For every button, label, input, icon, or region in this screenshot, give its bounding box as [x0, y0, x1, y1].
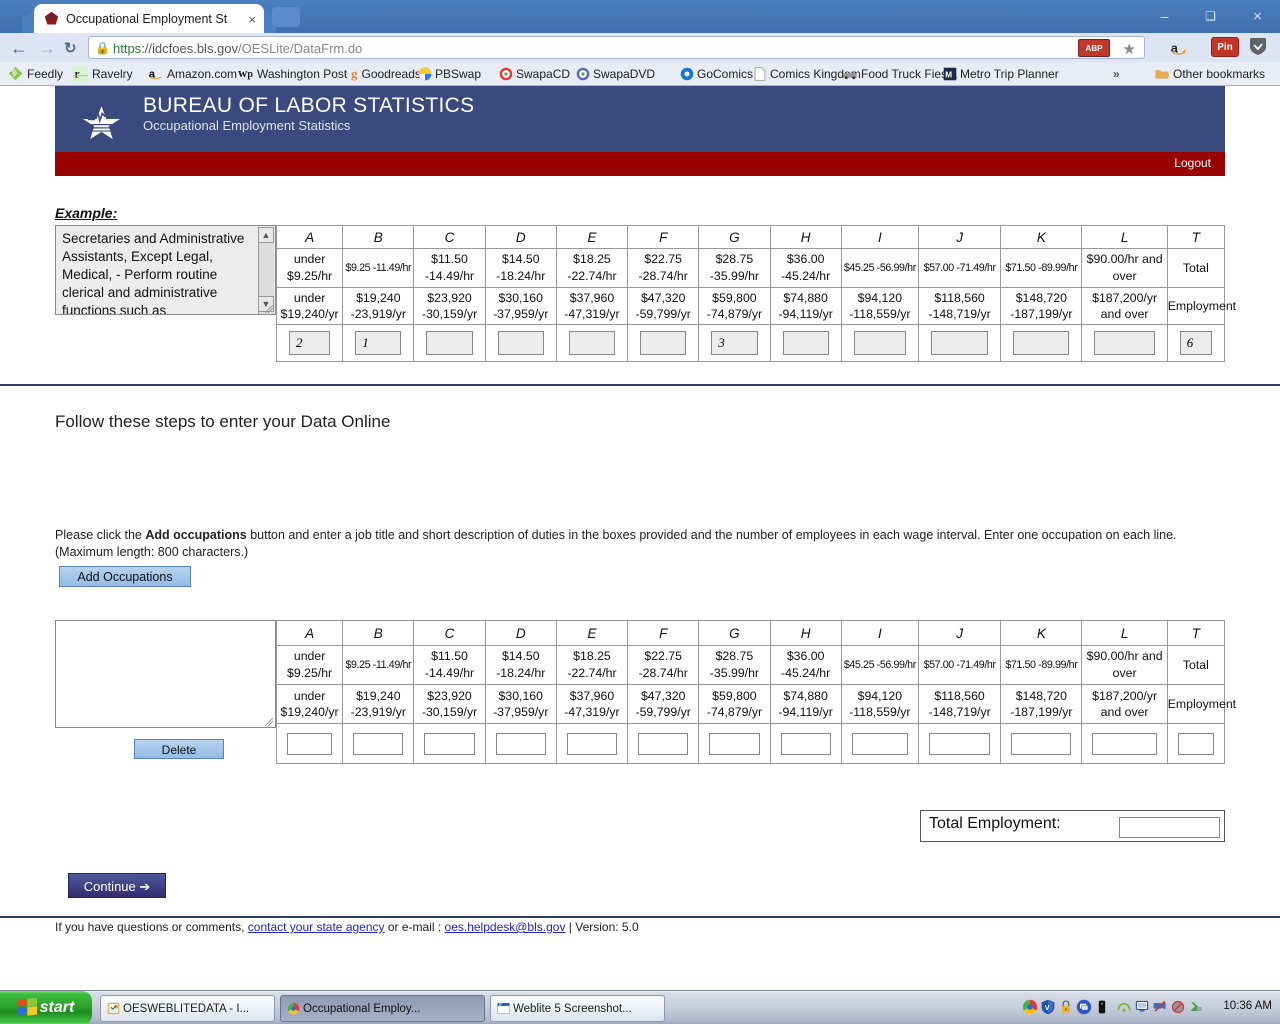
svg-text:V: V — [1045, 1003, 1050, 1012]
svg-text:M: M — [945, 69, 952, 79]
svg-text:r: r — [75, 69, 80, 81]
